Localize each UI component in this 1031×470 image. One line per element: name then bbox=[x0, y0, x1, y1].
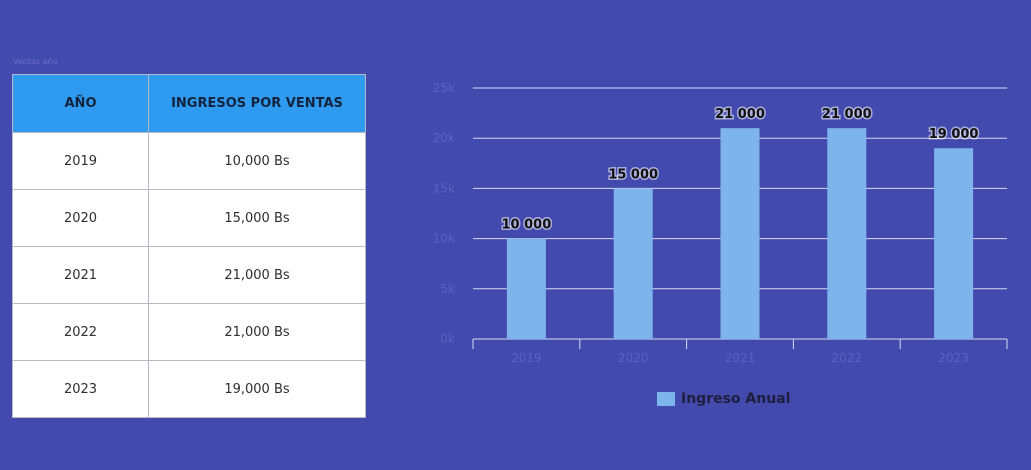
x-tick-label: 2019 bbox=[511, 351, 542, 365]
y-tick-label: 10k bbox=[433, 232, 455, 246]
cell-revenue: 19,000 Bs bbox=[148, 360, 366, 418]
data-label: 15 000 bbox=[608, 167, 658, 182]
y-tick-label: 5k bbox=[440, 282, 455, 296]
y-tick-label: 20k bbox=[433, 131, 455, 145]
table-row: 2020 15,000 Bs bbox=[12, 189, 366, 247]
y-tick-label: 0k bbox=[440, 332, 455, 346]
y-tick-label: 15k bbox=[433, 181, 455, 195]
bar bbox=[506, 238, 546, 339]
x-tick-label: 2021 bbox=[725, 351, 756, 365]
cell-revenue: 15,000 Bs bbox=[148, 189, 366, 247]
x-tick-label: 2023 bbox=[938, 351, 969, 365]
x-tick-label: 2022 bbox=[832, 351, 863, 365]
chart-legend[interactable]: Ingreso Anual bbox=[657, 391, 790, 407]
table-row: 2019 10,000 Bs bbox=[12, 132, 366, 190]
bar bbox=[827, 128, 867, 339]
table-row: 2022 21,000 Bs bbox=[12, 303, 366, 361]
y-tick-label: 25k bbox=[433, 81, 455, 95]
legend-swatch bbox=[657, 392, 675, 406]
table-header-row: AÑO INGRESOS POR VENTAS bbox=[12, 74, 366, 133]
data-label: 21 000 bbox=[822, 107, 872, 122]
column-header-year: AÑO bbox=[12, 74, 149, 133]
cell-revenue: 21,000 Bs bbox=[148, 303, 366, 361]
cell-year: 2021 bbox=[12, 246, 149, 304]
cell-year: 2019 bbox=[12, 132, 149, 190]
column-header-revenue: INGRESOS POR VENTAS bbox=[148, 74, 366, 133]
bar bbox=[934, 148, 974, 339]
cell-year: 2022 bbox=[12, 303, 149, 361]
cell-revenue: 21,000 Bs bbox=[148, 246, 366, 304]
table-row: 2021 21,000 Bs bbox=[12, 246, 366, 304]
data-label: 10 000 bbox=[502, 218, 552, 233]
cell-year: 2020 bbox=[12, 189, 149, 247]
sales-table: AÑO INGRESOS POR VENTAS 2019 10,000 Bs 2… bbox=[12, 74, 366, 418]
bar-chart: 0k 5k 10k 15k 20k 25k 10 000 2019 15 000 2020 21 0… bbox=[433, 81, 1008, 365]
cell-year: 2023 bbox=[12, 360, 149, 418]
data-label: 19 000 bbox=[929, 127, 979, 142]
bar bbox=[720, 128, 760, 339]
small-caption: Ventas año bbox=[13, 57, 58, 66]
x-tick-label: 2020 bbox=[618, 351, 649, 365]
data-label: 21 000 bbox=[715, 107, 765, 122]
bar bbox=[613, 188, 653, 339]
legend-label: Ingreso Anual bbox=[681, 391, 791, 407]
cell-revenue: 10,000 Bs bbox=[148, 132, 366, 190]
table-row: 2023 19,000 Bs bbox=[12, 360, 366, 418]
